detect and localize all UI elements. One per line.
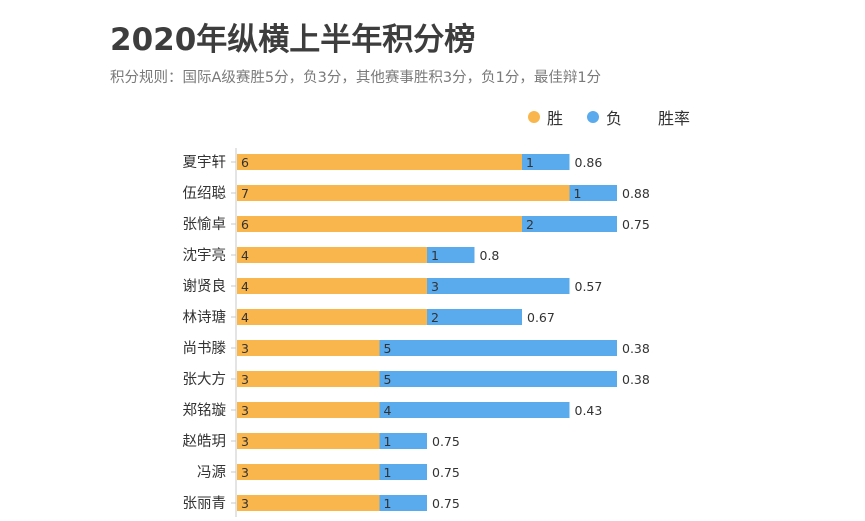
bar-loss <box>379 402 570 418</box>
bar-loss <box>522 154 570 170</box>
bar-win <box>237 402 380 418</box>
win-rate-label: 0.8 <box>480 248 500 263</box>
bar-win-label: 7 <box>241 186 249 201</box>
chart-legend: 胜 负 胜率 <box>528 106 714 128</box>
win-rate-label: 0.88 <box>622 186 650 201</box>
bar-loss <box>379 464 427 480</box>
bar-loss-label: 2 <box>431 310 439 325</box>
bar-win <box>237 278 427 294</box>
bar-win-label: 3 <box>241 434 249 449</box>
win-rate-label: 0.67 <box>527 310 555 325</box>
win-rate-label: 0.86 <box>575 155 603 170</box>
bar-loss-label: 1 <box>384 434 392 449</box>
bar-win <box>237 185 570 201</box>
bar-loss-label: 4 <box>384 403 392 418</box>
win-rate-label: 0.75 <box>432 496 460 511</box>
bar-loss-label: 3 <box>431 279 439 294</box>
category-label: 尚书滕 <box>183 340 227 357</box>
category-label: 林诗瑭 <box>183 309 227 326</box>
bar-win-label: 4 <box>241 248 249 263</box>
bar-win <box>237 495 380 511</box>
bar-win-label: 3 <box>241 465 249 480</box>
category-label: 沈宇亮 <box>183 247 227 264</box>
bar-loss-label: 2 <box>526 217 534 232</box>
category-label: 伍绍聪 <box>183 185 227 202</box>
bar-win <box>237 216 522 232</box>
bar-win-label: 3 <box>241 496 249 511</box>
bar-loss-label: 1 <box>526 155 534 170</box>
category-label: 张丽青 <box>183 495 227 512</box>
bar-win-label: 3 <box>241 341 249 356</box>
win-rate-label: 0.38 <box>622 341 650 356</box>
win-rate-label: 0.38 <box>622 372 650 387</box>
bar-loss <box>379 371 617 387</box>
bar-win-label: 6 <box>241 155 249 170</box>
category-label: 冯源 <box>197 464 226 481</box>
win-rate-label: 0.57 <box>575 279 603 294</box>
legend-item-win: 胜 <box>528 105 563 129</box>
win-rate-label: 0.75 <box>432 465 460 480</box>
legend-swatch-loss <box>587 111 600 123</box>
category-label: 郑铭璇 <box>183 402 227 419</box>
win-rate-label: 0.43 <box>575 403 603 418</box>
bar-win <box>237 154 522 170</box>
bar-loss <box>427 278 570 294</box>
legend-label-rate: 胜率 <box>658 109 691 128</box>
legend-item-loss: 负 <box>587 105 622 129</box>
chart-subtitle: 积分规则：国际A级赛胜5分，负3分，其他赛事胜积3分，负1分，最佳辩1分 <box>110 70 602 86</box>
bar-win-label: 4 <box>241 310 249 325</box>
bar-win-label: 3 <box>241 403 249 418</box>
win-rate-label: 0.75 <box>622 217 650 232</box>
category-label: 张愉卓 <box>183 216 227 233</box>
bar-win-label: 4 <box>241 279 249 294</box>
win-rate-label: 0.75 <box>432 434 460 449</box>
legend-item-rate: 胜率 <box>658 105 690 129</box>
bar-loss-label: 1 <box>384 496 392 511</box>
bar-loss-label: 5 <box>384 341 392 356</box>
legend-label-loss: 负 <box>606 109 623 128</box>
bar-win <box>237 433 380 449</box>
bar-win-label: 3 <box>241 372 249 387</box>
category-label: 张大方 <box>183 371 227 388</box>
bar-loss-label: 5 <box>384 372 392 387</box>
bar-loss-label: 1 <box>431 248 439 263</box>
bar-loss <box>379 495 427 511</box>
bar-win <box>237 309 427 325</box>
bar-loss <box>522 216 617 232</box>
bar-loss-label: 1 <box>574 186 582 201</box>
category-label: 赵皓玥 <box>183 433 227 450</box>
legend-label-win: 胜 <box>547 109 564 128</box>
legend-swatch-win <box>528 111 540 123</box>
bar-loss <box>569 185 617 201</box>
bar-loss <box>427 309 522 325</box>
bar-win <box>237 247 427 263</box>
bar-loss <box>379 433 427 449</box>
chart-title: 2020年纵横上半年积分榜 <box>110 22 476 58</box>
bar-win <box>237 371 380 387</box>
bar-win-label: 6 <box>241 217 249 232</box>
bar-win <box>237 340 380 356</box>
category-label: 夏宇轩 <box>183 154 227 171</box>
bar-loss-label: 1 <box>384 465 392 480</box>
bar-win <box>237 464 380 480</box>
bar-loss <box>379 340 617 356</box>
category-label: 谢贤良 <box>183 278 227 295</box>
bar-loss <box>427 247 475 263</box>
